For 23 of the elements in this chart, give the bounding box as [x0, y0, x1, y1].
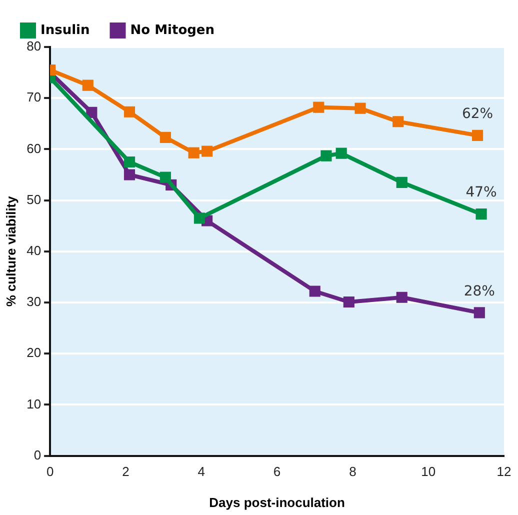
x-tick-label: 0: [46, 464, 54, 480]
y-axis-title: % culture viability: [3, 195, 18, 307]
y-tick-label: 30: [26, 294, 42, 310]
x-tick-label: 2: [122, 464, 130, 480]
legend-label: No Mitogen: [130, 22, 215, 38]
legend-label: Insulin: [40, 22, 90, 38]
x-tick-label: 10: [421, 464, 436, 480]
y-tick-label: 10: [26, 396, 42, 412]
y-tick-label: 70: [26, 90, 42, 105]
annotation: 62%: [462, 106, 494, 122]
x-tick-label: 6: [273, 464, 281, 480]
y-tick-label: 60: [26, 140, 42, 156]
y-tick-label: 80: [26, 38, 42, 54]
x-tick-label: 4: [198, 464, 205, 480]
y-tick-label: 20: [26, 345, 42, 360]
y-tick-label: 40: [26, 242, 42, 258]
x-tick-label: 12: [496, 464, 512, 480]
x-axis-title: Days post-inoculation: [209, 494, 345, 510]
y-tick-label: 50: [26, 192, 42, 207]
y-tick-label: 0: [34, 447, 42, 462]
annotation: 47%: [466, 184, 497, 201]
x-tick-label: 8: [349, 464, 356, 480]
annotation: 28%: [464, 283, 495, 300]
